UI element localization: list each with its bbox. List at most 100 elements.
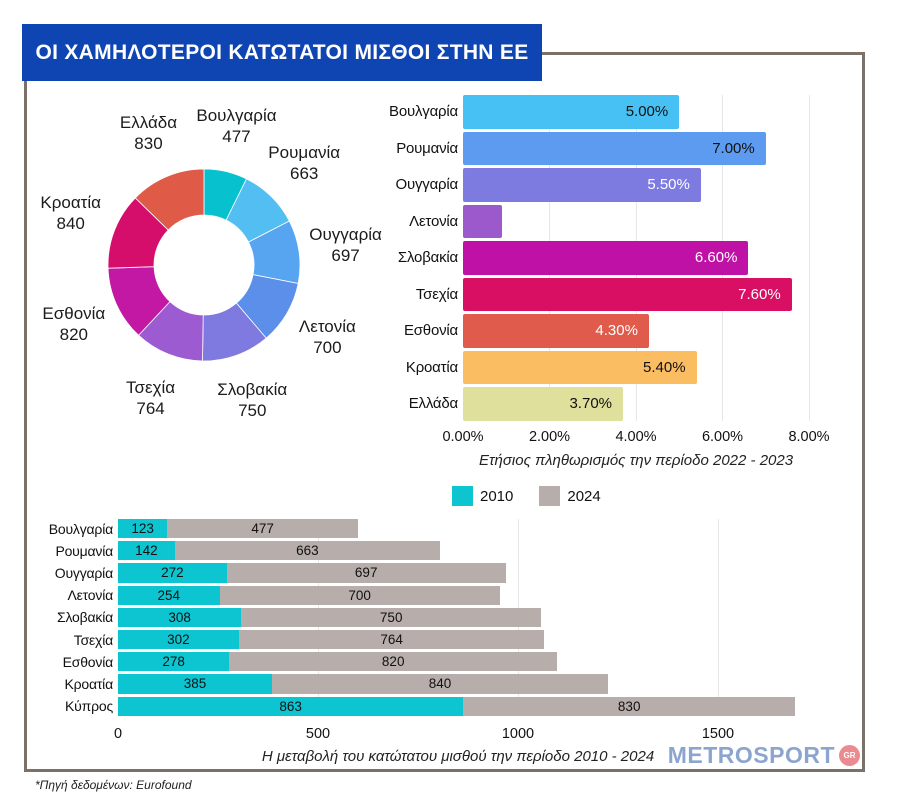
wage-category-label: Τσεχία <box>73 631 113 648</box>
wage-2024-bar: 750 <box>241 607 542 627</box>
wage-2024-value: 830 <box>617 698 641 714</box>
page-title: ΟΙ ΧΑΜΗΛΟΤΕΡΟΙ ΚΑΤΩΤΑΤΟΙ ΜΙΣΘΟΙ ΣΤΗΝ ΕΕ <box>35 40 529 64</box>
gridline <box>717 519 719 716</box>
content-frame <box>24 52 865 772</box>
inflation-bar-value: 5.40% <box>643 358 686 376</box>
wage-category-label: Κύπρος <box>65 698 113 715</box>
inflation-bar-row: Ουγγαρία 5.50% <box>388 168 809 202</box>
inflation-bar: 3.70% <box>463 387 624 421</box>
wage-legend: 2010 2024 <box>452 486 601 506</box>
wage-2010-value: 385 <box>183 676 207 692</box>
x-axis-tick: 2.00% <box>528 429 571 445</box>
inflation-bar: 5.40% <box>463 350 697 384</box>
inflation-category-label: Εσθονία <box>403 322 458 340</box>
wage-category-label: Κροατία <box>64 675 113 692</box>
inflation-category-label: Σλοβακία <box>397 249 458 267</box>
wage-bar-row: Ρουμανία 142 663 <box>35 541 795 561</box>
legend-swatch-2024 <box>539 486 561 506</box>
wage-2010-bar: 385 <box>118 674 272 694</box>
wage-change-chart: Βουλγαρία 123 477 Ρουμανία 142 663 Ουγγαρία 272… <box>35 519 835 789</box>
wage-2024-bar: 820 <box>229 652 558 672</box>
source-note: *Πηγή δεδομένων: Eurofound <box>35 778 192 792</box>
inflation-axis-title: Ετήσιος πληθωρισμός την περίοδο 2022 - 2… <box>478 452 794 469</box>
inflation-category-label: Βουλγαρία <box>389 103 458 121</box>
inflation-bar-track: 5.40% <box>463 350 809 384</box>
wage-2010-bar: 863 <box>118 696 464 716</box>
wage-bar-row: Τσεχία 302 764 <box>35 629 795 650</box>
inflation-bar-row: Ελλάδα 3.70% <box>388 387 809 421</box>
inflation-bar-track: 6.60% <box>463 241 809 275</box>
wage-2010-bar: 278 <box>118 652 230 672</box>
inflation-bar-value: 5.50% <box>647 176 690 194</box>
wage-axis-title: Η μεταβολή του κατώτατου μισθού την περί… <box>261 748 655 765</box>
wage-2024-bar: 700 <box>219 585 500 605</box>
wage-2010-bar: 142 <box>118 541 175 561</box>
inflation-bar-row: Βουλγαρία 5.00% <box>388 95 809 129</box>
wage-bar-track: 302 764 <box>118 629 545 650</box>
wage-2010-value: 308 <box>168 609 191 625</box>
wage-bar-track: 142 663 <box>118 541 440 561</box>
wage-2024-bar: 477 <box>167 519 358 539</box>
wage-2010-value: 278 <box>162 654 185 670</box>
wage-bar-row: Κροατία 385 840 <box>35 674 795 694</box>
wage-2010-bar: 302 <box>118 629 239 650</box>
wage-2010-bar: 308 <box>118 607 242 627</box>
wage-bar-row: Σλοβακία 308 750 <box>35 607 795 627</box>
inflation-bar: 5.50% <box>463 168 701 202</box>
wage-bar-track: 308 750 <box>118 607 542 627</box>
wage-bar-track: 385 840 <box>118 674 608 694</box>
wage-2024-value: 663 <box>296 543 319 559</box>
inflation-category-label: Ελλάδα <box>408 395 458 413</box>
legend-item-2024: 2024 <box>539 486 601 506</box>
wage-bar-row: Βουλγαρία 123 477 <box>35 519 795 539</box>
wage-2010-value: 142 <box>135 543 158 559</box>
wage-2024-bar: 764 <box>238 629 545 650</box>
wage-2024-bar: 697 <box>226 563 506 583</box>
wage-2024-value: 697 <box>354 565 378 581</box>
wage-bar-track: 272 697 <box>118 563 506 583</box>
wage-2010-bar: 272 <box>118 563 227 583</box>
inflation-bar-track <box>463 204 809 238</box>
gr-badge-icon: GR <box>839 745 860 766</box>
metrosport-logo: METROSPORT GR <box>668 742 860 769</box>
inflation-bar-track: 7.00% <box>463 131 809 165</box>
inflation-bar: 7.00% <box>463 131 766 165</box>
x-axis-tick: 1500 <box>701 726 735 742</box>
inflation-category-label: Ουγγαρία <box>395 176 459 194</box>
inflation-category-label: Τσεχία <box>415 285 458 303</box>
inflation-bar-row: Σλοβακία 6.60% <box>388 241 809 275</box>
inflation-bar-row: Εσθονία 4.30% <box>388 314 809 348</box>
inflation-bar-value: 4.30% <box>595 322 638 340</box>
wage-rows: Βουλγαρία 123 477 Ρουμανία 142 663 Ουγγαρία 272… <box>35 519 796 719</box>
wage-category-label: Ουγγαρία <box>54 564 113 581</box>
inflation-bar-value: 7.60% <box>738 285 781 303</box>
inflation-bar-value: 5.00% <box>625 103 669 121</box>
inflation-category-label: Ρουμανία <box>396 139 458 157</box>
wage-category-label: Βουλγαρία <box>48 520 113 537</box>
wage-2024-bar: 830 <box>463 696 796 716</box>
wage-2024-bar: 663 <box>174 541 440 561</box>
wage-2024-bar: 840 <box>272 674 608 694</box>
x-axis-tick: 8.00% <box>788 429 830 445</box>
wage-category-label: Ρουμανία <box>55 542 113 559</box>
inflation-chart: Βουλγαρία 5.00% Ρουμανία 7.00% Ουγγαρία 5.50%… <box>388 95 833 480</box>
x-axis-tick: 1000 <box>501 726 535 742</box>
wage-2010-value: 302 <box>167 632 190 648</box>
inflation-bar-track: 5.00% <box>463 95 809 129</box>
wage-x-axis: 0 500 1000 1500 <box>114 726 798 744</box>
legend-label-2024: 2024 <box>567 487 601 505</box>
inflation-bar: 7.60% <box>463 277 792 311</box>
inflation-bar <box>463 204 502 238</box>
title-banner: ΟΙ ΧΑΜΗΛΟΤΕΡΟΙ ΚΑΤΩΤΑΤΟΙ ΜΙΣΘΟΙ ΣΤΗΝ ΕΕ <box>22 24 542 81</box>
wage-2010-value: 123 <box>131 521 154 537</box>
wage-bar-track: 278 820 <box>118 652 558 672</box>
inflation-bar-track: 4.30% <box>463 314 809 348</box>
wage-2024-value: 840 <box>428 676 452 692</box>
wage-2010-bar: 254 <box>118 585 220 605</box>
wage-bar-track: 863 830 <box>118 696 796 716</box>
inflation-rows: Βουλγαρία 5.00% Ρουμανία 7.00% Ουγγαρία 5.50%… <box>388 95 809 424</box>
x-axis-tick: 6.00% <box>701 429 744 445</box>
legend-item-2010: 2010 <box>452 486 513 506</box>
legend-label-2010: 2010 <box>480 487 514 505</box>
